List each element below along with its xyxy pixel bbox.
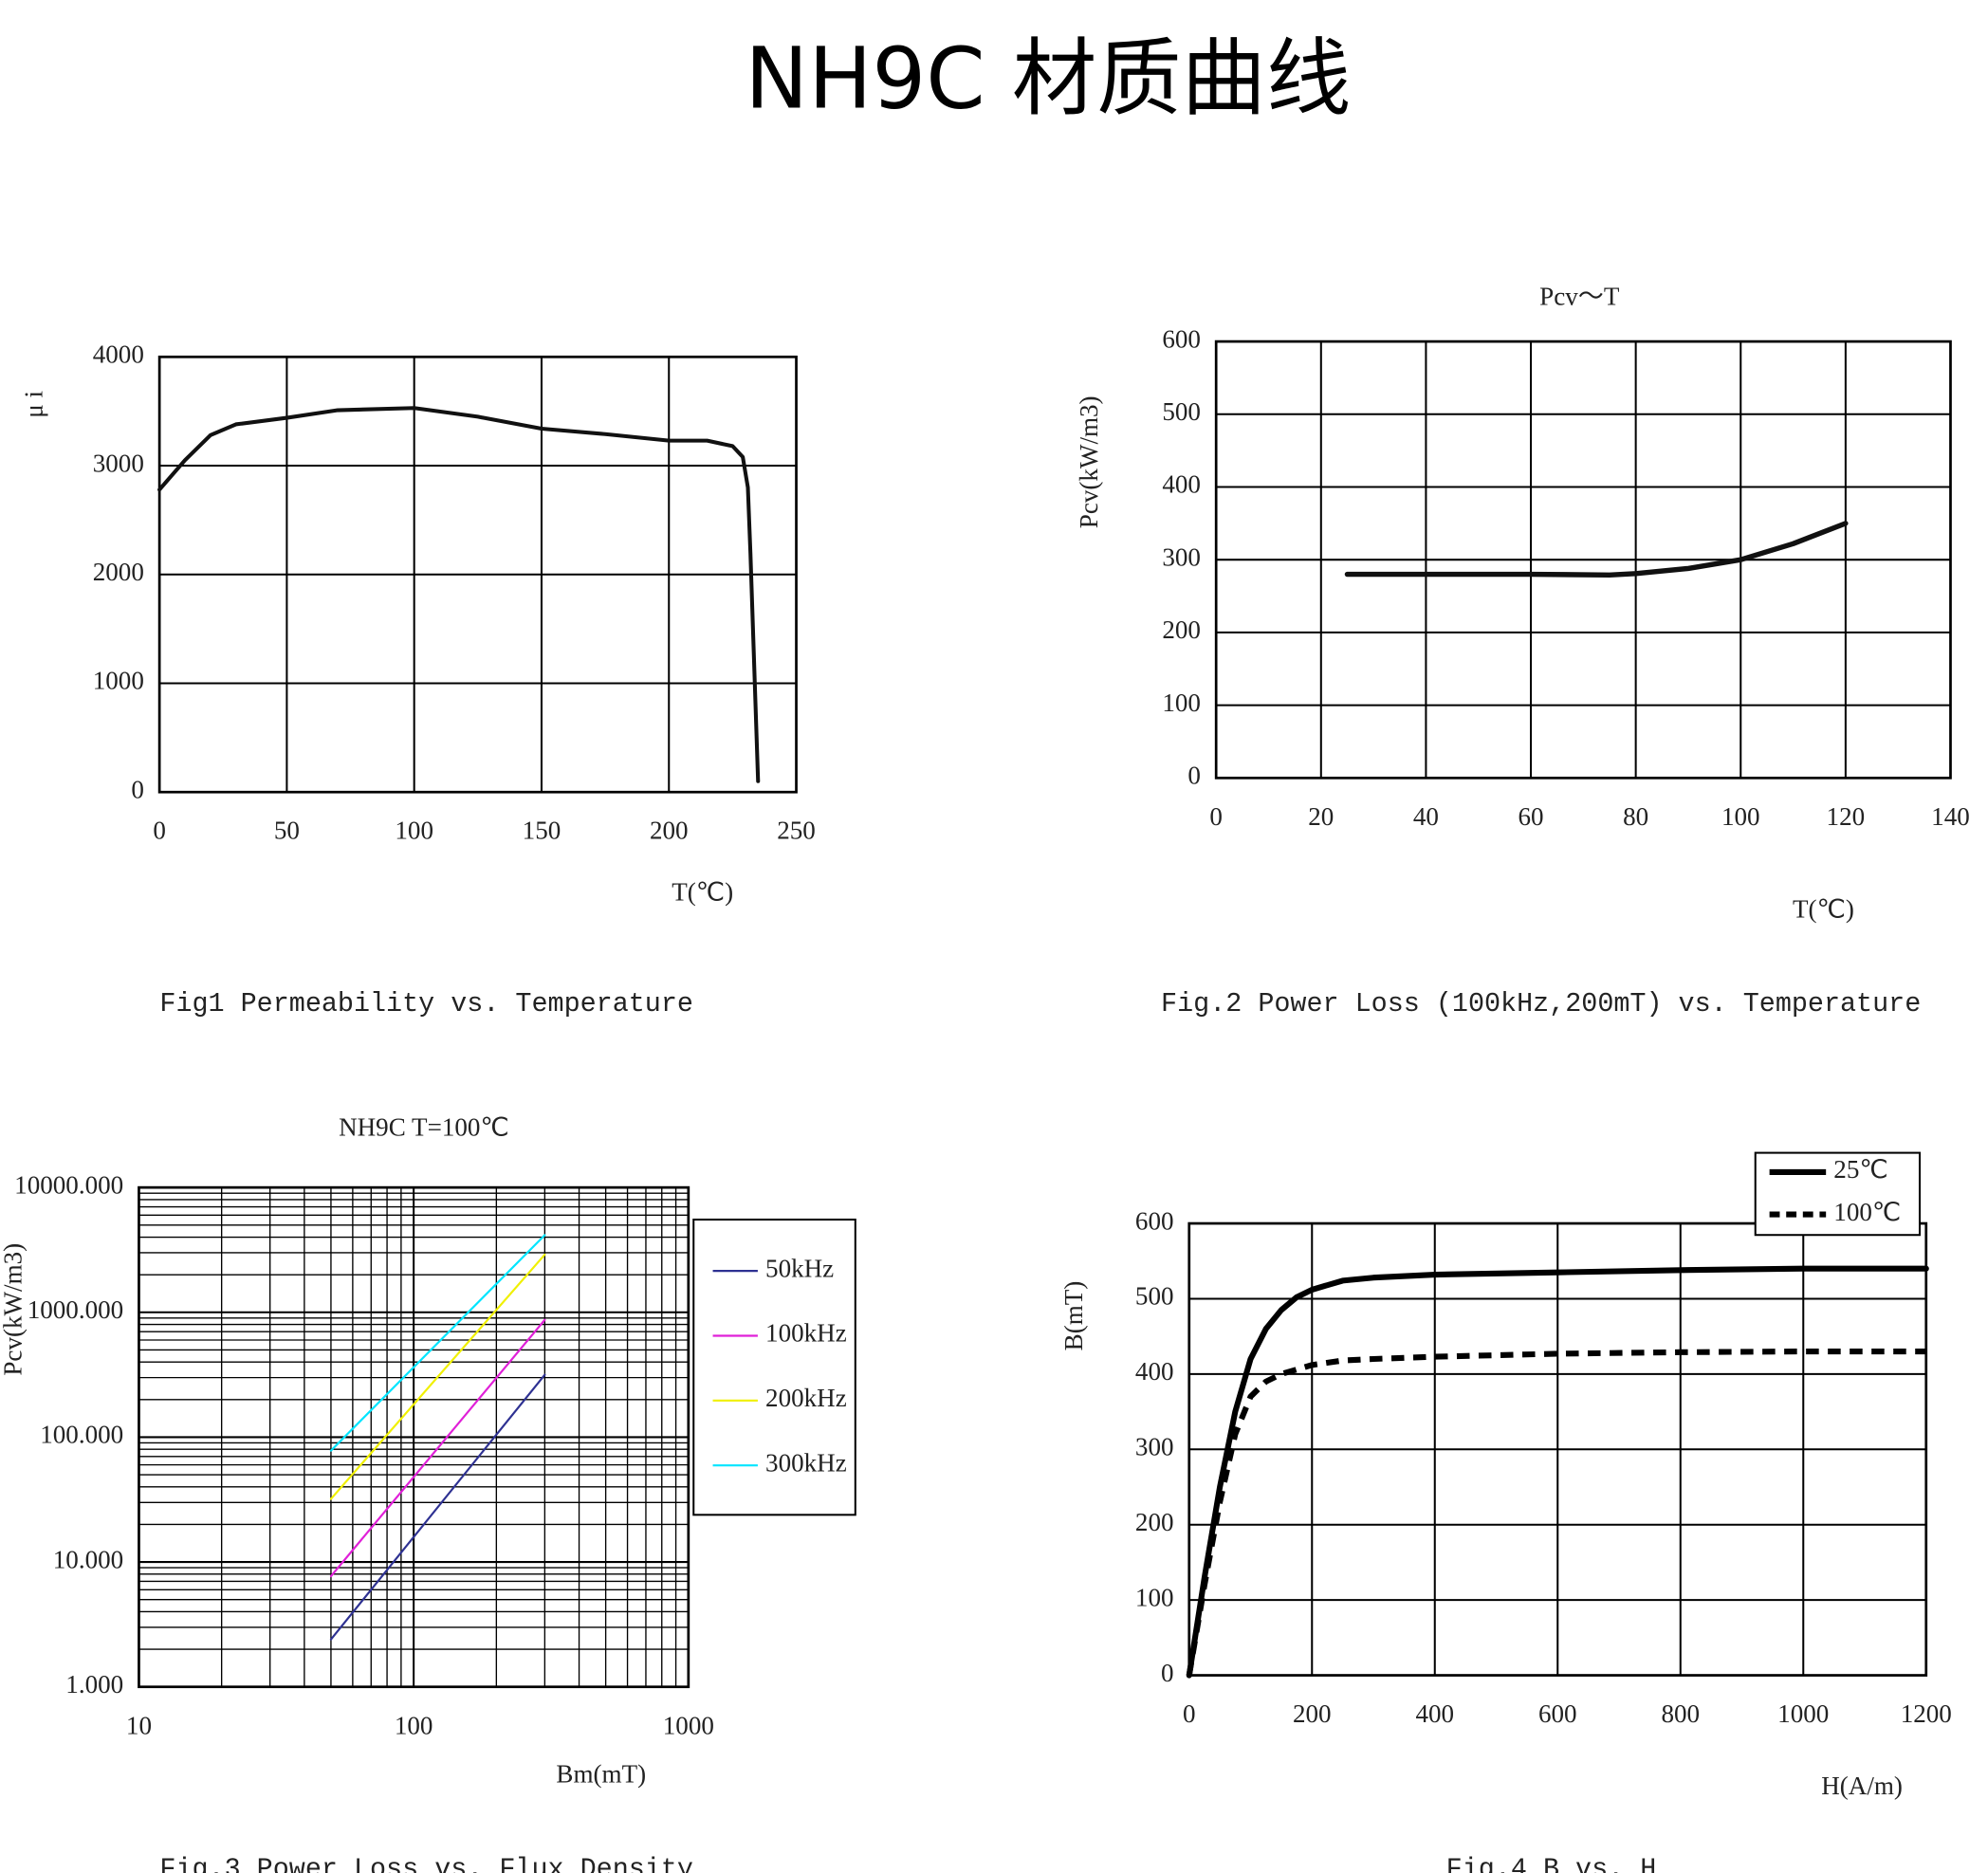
y-axis-label: μ i [19,391,47,418]
y-tick-label: 100 [1135,1583,1174,1611]
y-tick-label: 300 [1135,1433,1174,1461]
data-line [157,406,761,783]
x-tick-label: 400 [1415,1699,1454,1728]
y-axis-label: Pcv(kW/m3) [0,1243,28,1376]
legend-label: 25℃ [1833,1155,1887,1184]
data-line [329,1253,546,1500]
y-tick-label: 400 [1135,1357,1174,1386]
x-axis-label: H(A/m) [1821,1772,1903,1800]
chart-title: NH9C T=100℃ [339,1112,509,1141]
caption: Fig.4 B vs. H [1446,1853,1657,1873]
y-tick-label: 3000 [93,449,144,477]
y-tick-label: 200 [1135,1508,1174,1536]
x-tick-label: 140 [1931,802,1970,831]
y-tick-label: 100 [1162,689,1201,717]
y-tick-label: 0 [1187,762,1201,790]
x-tick-label: 60 [1518,802,1543,831]
x-tick-label: 80 [1623,802,1648,831]
x-tick-label: 0 [1209,802,1223,831]
y-tick-label: 600 [1135,1206,1174,1235]
x-axis-label: Bm(mT) [556,1760,646,1789]
data-line [1186,1349,1926,1677]
x-tick-label: 150 [523,817,561,845]
x-tick-label: 100 [395,817,433,845]
data-line [329,1318,546,1578]
legend-label: 100kHz [765,1319,847,1348]
legend-box [1754,1151,1922,1237]
x-tick-label: 1200 [1901,1699,1952,1728]
x-tick-label: 10 [126,1711,152,1739]
legend-label: 200kHz [765,1384,847,1412]
data-line [329,1373,546,1641]
x-tick-label: 250 [777,817,816,845]
caption: Fig.2 Power Loss (100kHz,200mT) vs. Temp… [1161,988,1921,1019]
y-tick-label: 600 [1162,324,1201,353]
legend-label: 100℃ [1833,1198,1901,1226]
x-tick-label: 600 [1538,1699,1577,1728]
y-tick-label: 0 [131,775,144,803]
x-tick-label: 0 [1183,1699,1196,1728]
y-tick-label: 200 [1162,615,1201,644]
x-tick-label: 200 [650,817,689,845]
y-tick-label: 500 [1162,397,1201,426]
plot-frame [1214,340,1952,780]
data-line [1186,1265,1929,1679]
y-tick-label: 100.000 [40,1421,123,1449]
y-tick-label: 1000 [93,667,144,695]
x-tick-label: 100 [1721,802,1760,831]
y-tick-label: 500 [1135,1282,1174,1311]
x-tick-label: 1000 [663,1711,714,1739]
page-title: NH9C 材质曲线 [745,30,1351,129]
x-tick-label: 120 [1827,802,1866,831]
y-tick-label: 0 [1161,1659,1174,1687]
caption: Fig.3 Power Loss vs. Flux Density [159,1853,693,1873]
y-tick-label: 400 [1162,470,1201,499]
x-axis-label: T(℃) [672,878,733,907]
y-tick-label: 1000.000 [28,1295,123,1324]
x-tick-label: 800 [1661,1699,1700,1728]
plot-frame [138,1185,690,1689]
legend-label: 50kHz [765,1254,834,1282]
x-tick-label: 200 [1293,1699,1332,1728]
data-line [1344,521,1849,578]
x-tick-label: 50 [274,817,300,845]
legend-label: 300kHz [765,1448,847,1477]
x-tick-label: 20 [1308,802,1334,831]
x-tick-label: 1000 [1777,1699,1829,1728]
y-tick-label: 2000 [93,558,144,586]
x-tick-label: 40 [1413,802,1439,831]
y-tick-label: 4000 [93,340,144,369]
plot-frame [157,355,798,794]
plot-frame [1187,1221,1928,1677]
y-axis-label: Pcv(kW/m3) [1075,395,1103,528]
x-tick-label: 0 [153,817,166,845]
x-tick-label: 100 [395,1711,433,1739]
y-tick-label: 10000.000 [14,1170,123,1199]
caption: Fig1 Permeability vs. Temperature [159,988,693,1019]
y-axis-label: B(mT) [1059,1281,1088,1351]
y-tick-label: 1.000 [65,1670,123,1699]
y-tick-label: 10.000 [53,1545,123,1573]
data-line [329,1234,546,1452]
chart-title: Pcv～T [1539,283,1620,311]
y-tick-label: 300 [1162,542,1201,571]
x-axis-label: T(℃) [1793,894,1854,923]
